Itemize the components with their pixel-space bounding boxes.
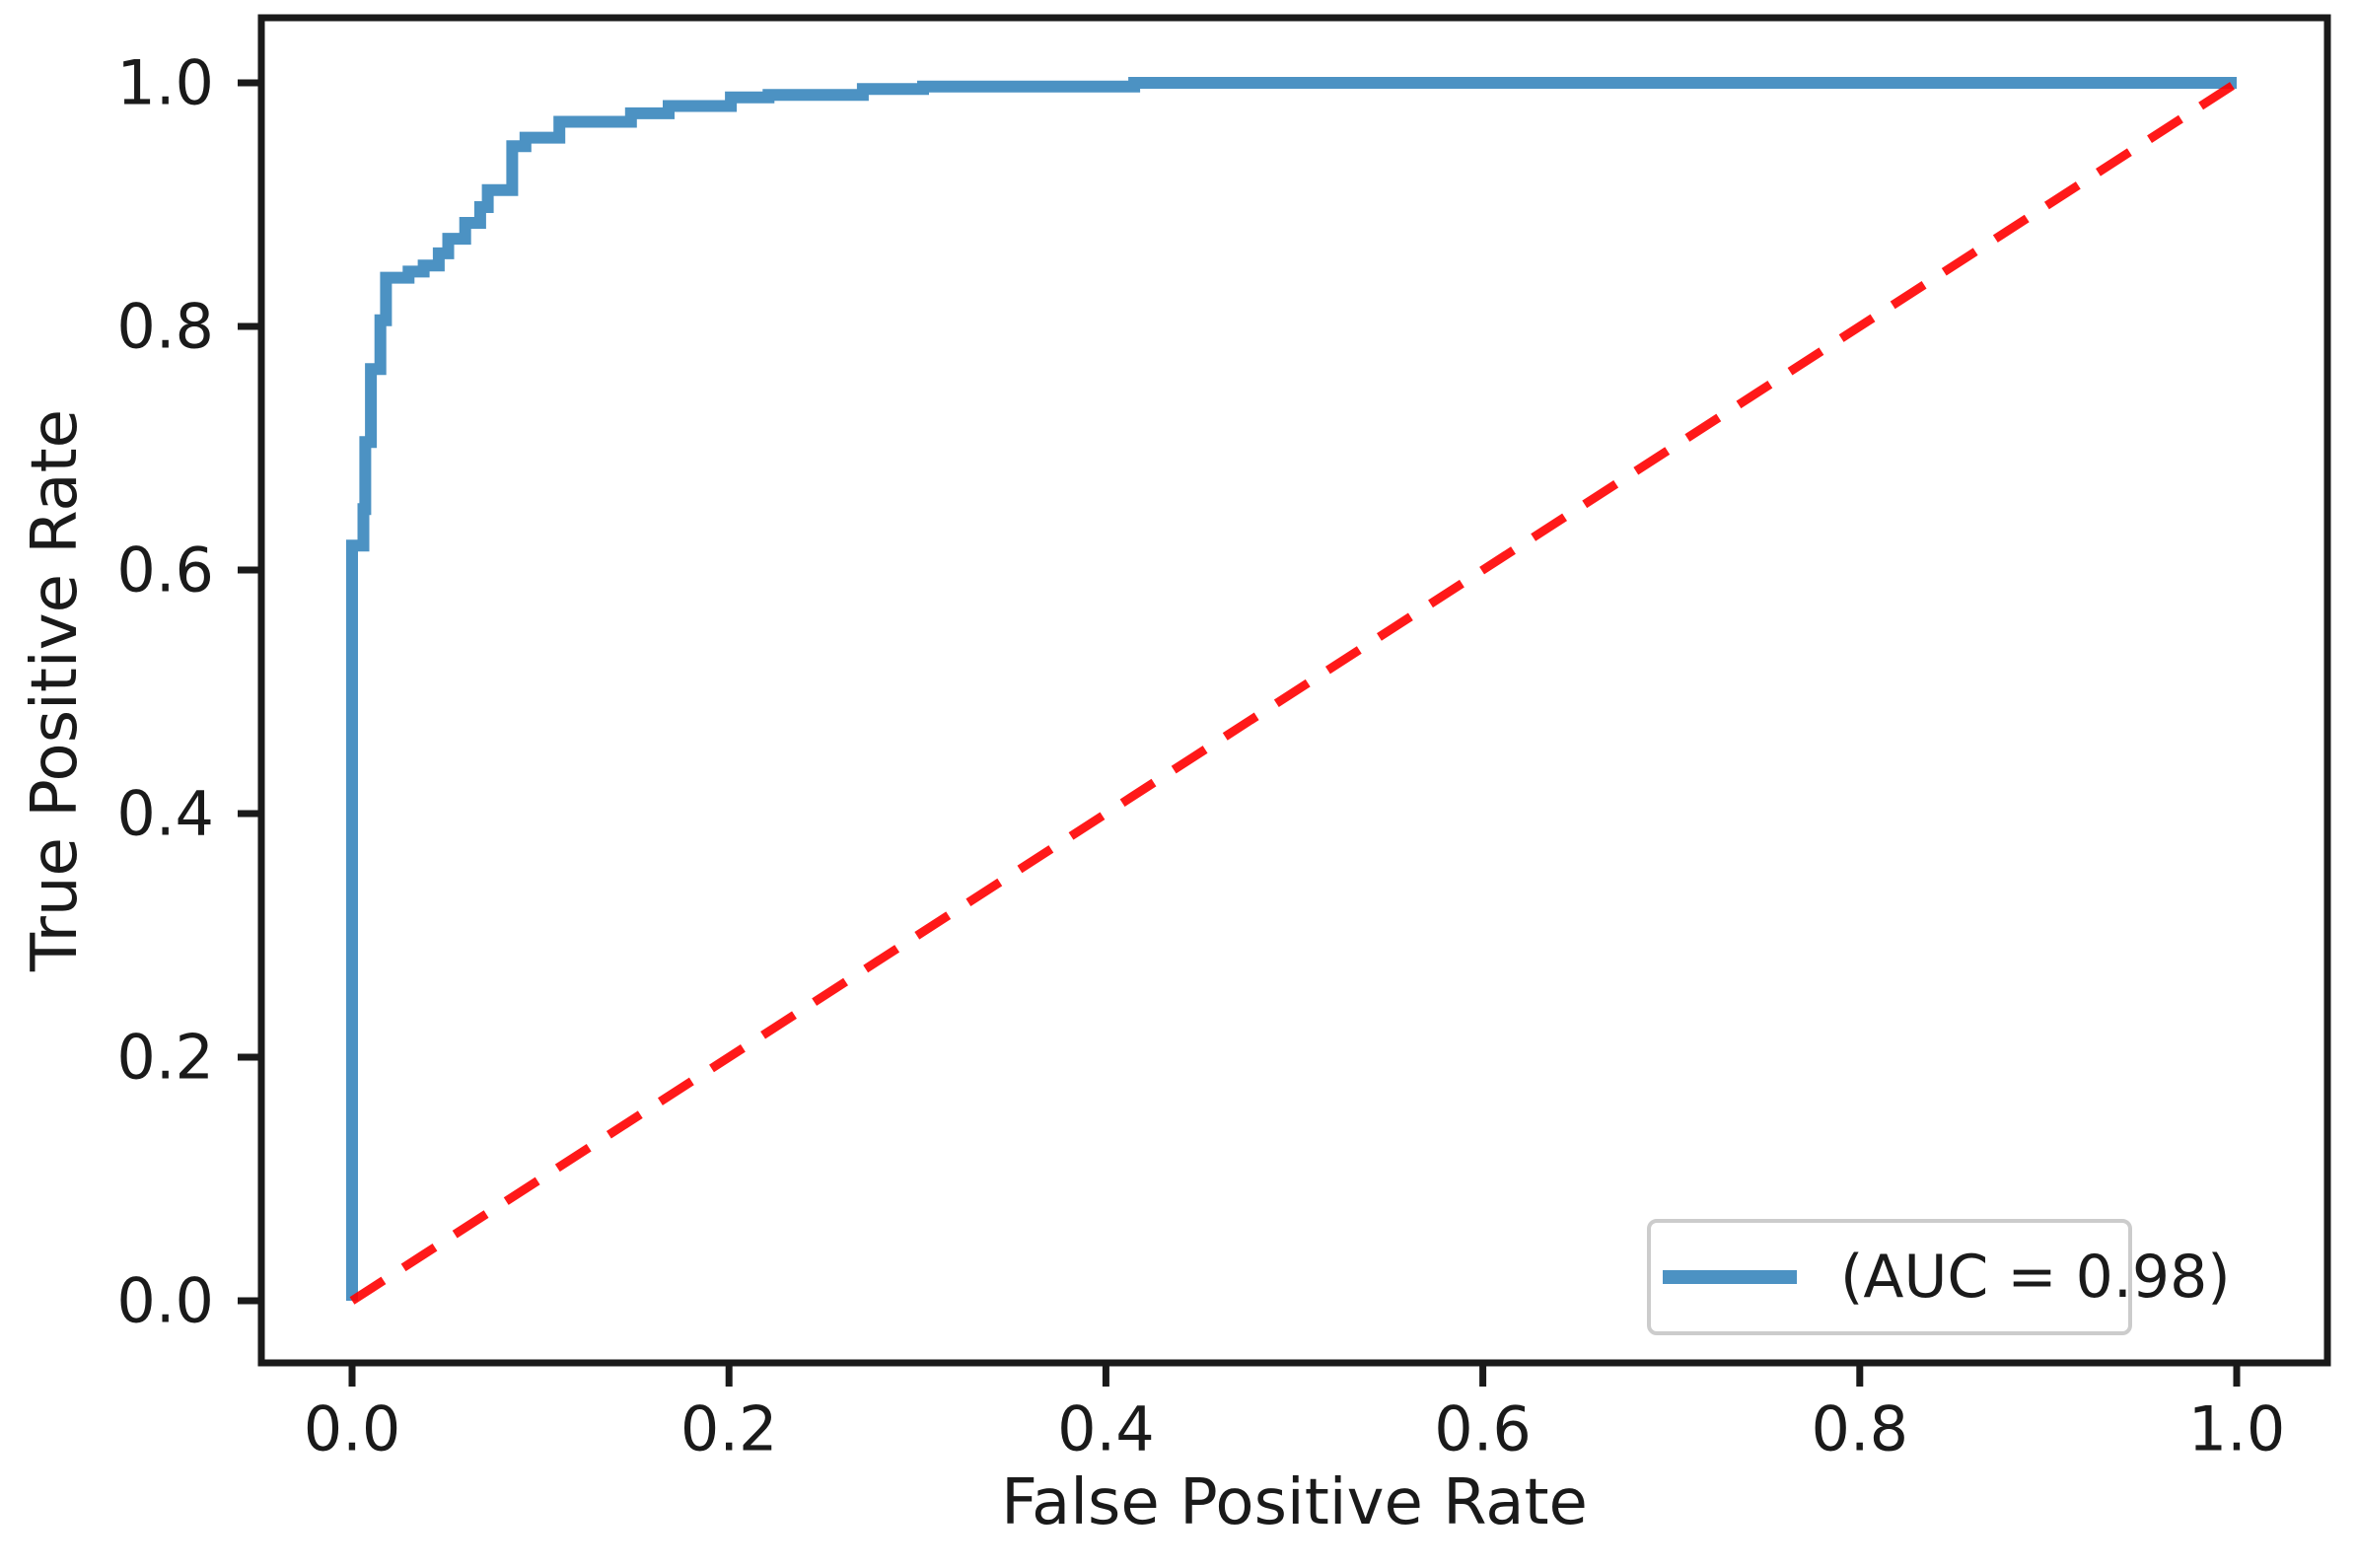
x-tick-label: 0.6 xyxy=(1434,1392,1532,1464)
y-tick-label: 0.0 xyxy=(116,1265,214,1337)
legend-box: (AUC = 0.98) xyxy=(1647,1219,2231,1335)
y-tick-label: 1.0 xyxy=(116,47,214,119)
roc-curve-line xyxy=(346,77,2237,1301)
y-tick-label: 0.8 xyxy=(116,291,214,363)
y-axis-label: True Positive Rate xyxy=(19,408,92,972)
chance-diagonal-line xyxy=(349,79,2240,1305)
legend-line-swatch xyxy=(1663,1270,1797,1284)
plot-spines xyxy=(257,14,2331,1367)
x-tick-label: 1.0 xyxy=(2188,1392,2286,1464)
legend-label: (AUC = 0.98) xyxy=(1840,1243,2231,1312)
x-axis-label: False Positive Rate xyxy=(1001,1466,1588,1539)
x-tick-label: 0.4 xyxy=(1057,1392,1155,1464)
x-tick-label: 0.2 xyxy=(680,1392,778,1464)
y-tick-label: 0.2 xyxy=(116,1022,214,1094)
x-tick-label: 0.8 xyxy=(1811,1392,1908,1464)
y-tick-label: 0.6 xyxy=(116,535,214,606)
x-tick-label: 0.0 xyxy=(304,1392,401,1464)
y-tick-label: 0.4 xyxy=(116,778,214,850)
